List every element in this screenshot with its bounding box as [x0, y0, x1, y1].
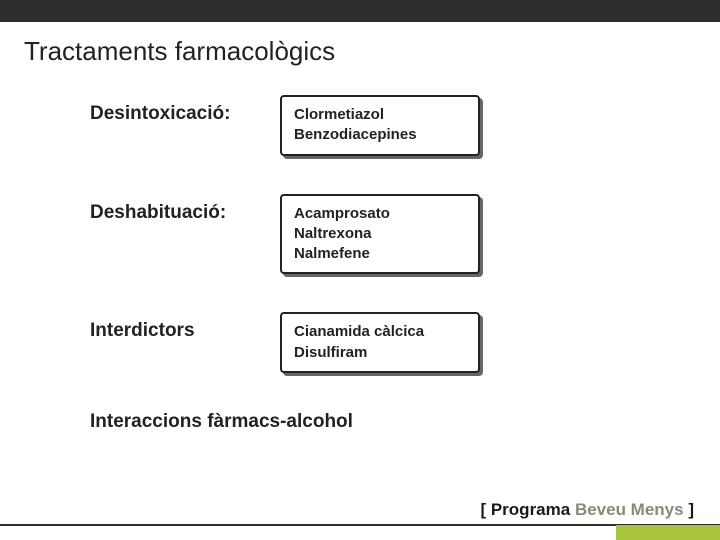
medication-item: Naltrexona: [294, 224, 462, 244]
medication-box: Acamprosato Naltrexona Nalmefene: [280, 194, 480, 275]
medication-box: Clormetiazol Benzodiacepines: [280, 95, 480, 156]
medication-item: Benzodiacepines: [294, 125, 462, 145]
footer-rule: [0, 524, 720, 526]
treatment-row: Deshabituació: Acamprosato Naltrexona Na…: [90, 194, 720, 275]
page-title: Tractaments farmacològics: [24, 36, 720, 67]
content-area: Desintoxicació: Clormetiazol Benzodiacep…: [90, 95, 720, 433]
medication-item: Disulfiram: [294, 343, 462, 363]
medication-item: Clormetiazol: [294, 105, 462, 125]
medication-item: Nalmefene: [294, 244, 462, 264]
bracket-close: ]: [684, 500, 694, 519]
bracket-open: [: [480, 500, 490, 519]
medication-item: Acamprosato: [294, 204, 462, 224]
top-bar: [0, 0, 720, 22]
row-label: Interdictors: [90, 312, 280, 342]
footer-note: Interaccions fàrmacs-alcohol: [90, 411, 720, 433]
row-label: Deshabituació:: [90, 194, 280, 224]
treatment-row: Interdictors Cianamida càlcica Disulfira…: [90, 312, 720, 373]
row-label: Desintoxicació:: [90, 95, 280, 125]
program-word: Programa: [491, 500, 575, 519]
medication-item: Cianamida càlcica: [294, 322, 462, 342]
medication-box: Cianamida càlcica Disulfiram: [280, 312, 480, 373]
accent-stripe: [616, 525, 720, 540]
program-name: Beveu Menys: [575, 500, 684, 519]
program-label: [ Programa Beveu Menys ]: [480, 500, 694, 520]
treatment-row: Desintoxicació: Clormetiazol Benzodiacep…: [90, 95, 720, 156]
